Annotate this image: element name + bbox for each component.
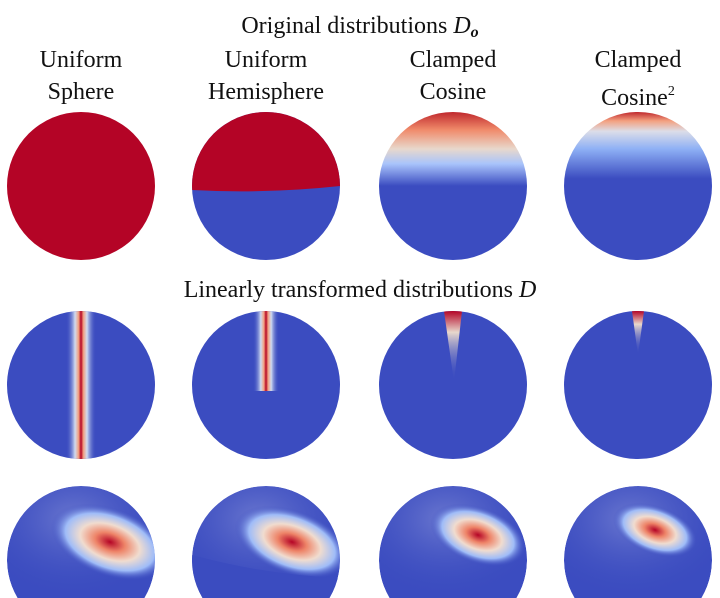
sphere-transformed-clamped-cosine-squared bbox=[564, 311, 712, 459]
sphere-rotated-uniform-hemisphere bbox=[192, 486, 340, 598]
sphere-uniform-hemisphere bbox=[192, 112, 340, 260]
sphere-clamped-cosine-squared bbox=[564, 112, 712, 260]
sphere-rotated-clamped-cosine-squared bbox=[564, 486, 713, 598]
middle-title: Linearly transformed distributions D bbox=[0, 276, 720, 304]
middle-title-text: Linearly transformed distributions bbox=[183, 277, 513, 303]
label-line2: Sphere bbox=[47, 79, 115, 105]
label-line1: Uniform bbox=[39, 47, 123, 73]
label-line2: Cosine bbox=[601, 85, 668, 111]
symbol-d: D bbox=[453, 13, 471, 39]
sphere-clamped-cosine bbox=[379, 112, 527, 260]
top-title-text: Original distributions bbox=[241, 13, 448, 39]
column-label-uniform-sphere: Uniform Sphere bbox=[0, 44, 171, 108]
sphere-rotated-uniform-sphere bbox=[7, 486, 156, 598]
sphere-transformed-uniform-hemisphere bbox=[192, 311, 340, 459]
label-line2: Hemisphere bbox=[208, 79, 324, 105]
label-line1: Clamped bbox=[594, 47, 682, 73]
label-line2: Cosine bbox=[419, 79, 487, 105]
symbol-d: D bbox=[518, 277, 537, 303]
superscript-2: 2 bbox=[667, 84, 675, 99]
label-line1: Uniform bbox=[224, 47, 308, 73]
sphere-uniform-sphere bbox=[7, 112, 155, 260]
column-label-clamped-cosine-squared: Clamped Cosine2 bbox=[548, 44, 720, 114]
subscript-o: o bbox=[470, 24, 479, 41]
column-label-clamped-cosine: Clamped Cosine bbox=[363, 44, 543, 108]
sphere-transformed-uniform-sphere bbox=[7, 311, 155, 459]
sphere-rotated-clamped-cosine bbox=[379, 486, 528, 598]
sphere-transformed-clamped-cosine bbox=[379, 311, 527, 459]
label-line1: Clamped bbox=[409, 47, 497, 73]
top-title: Original distributions Do bbox=[0, 12, 720, 47]
column-label-uniform-hemisphere: Uniform Hemisphere bbox=[176, 44, 356, 108]
